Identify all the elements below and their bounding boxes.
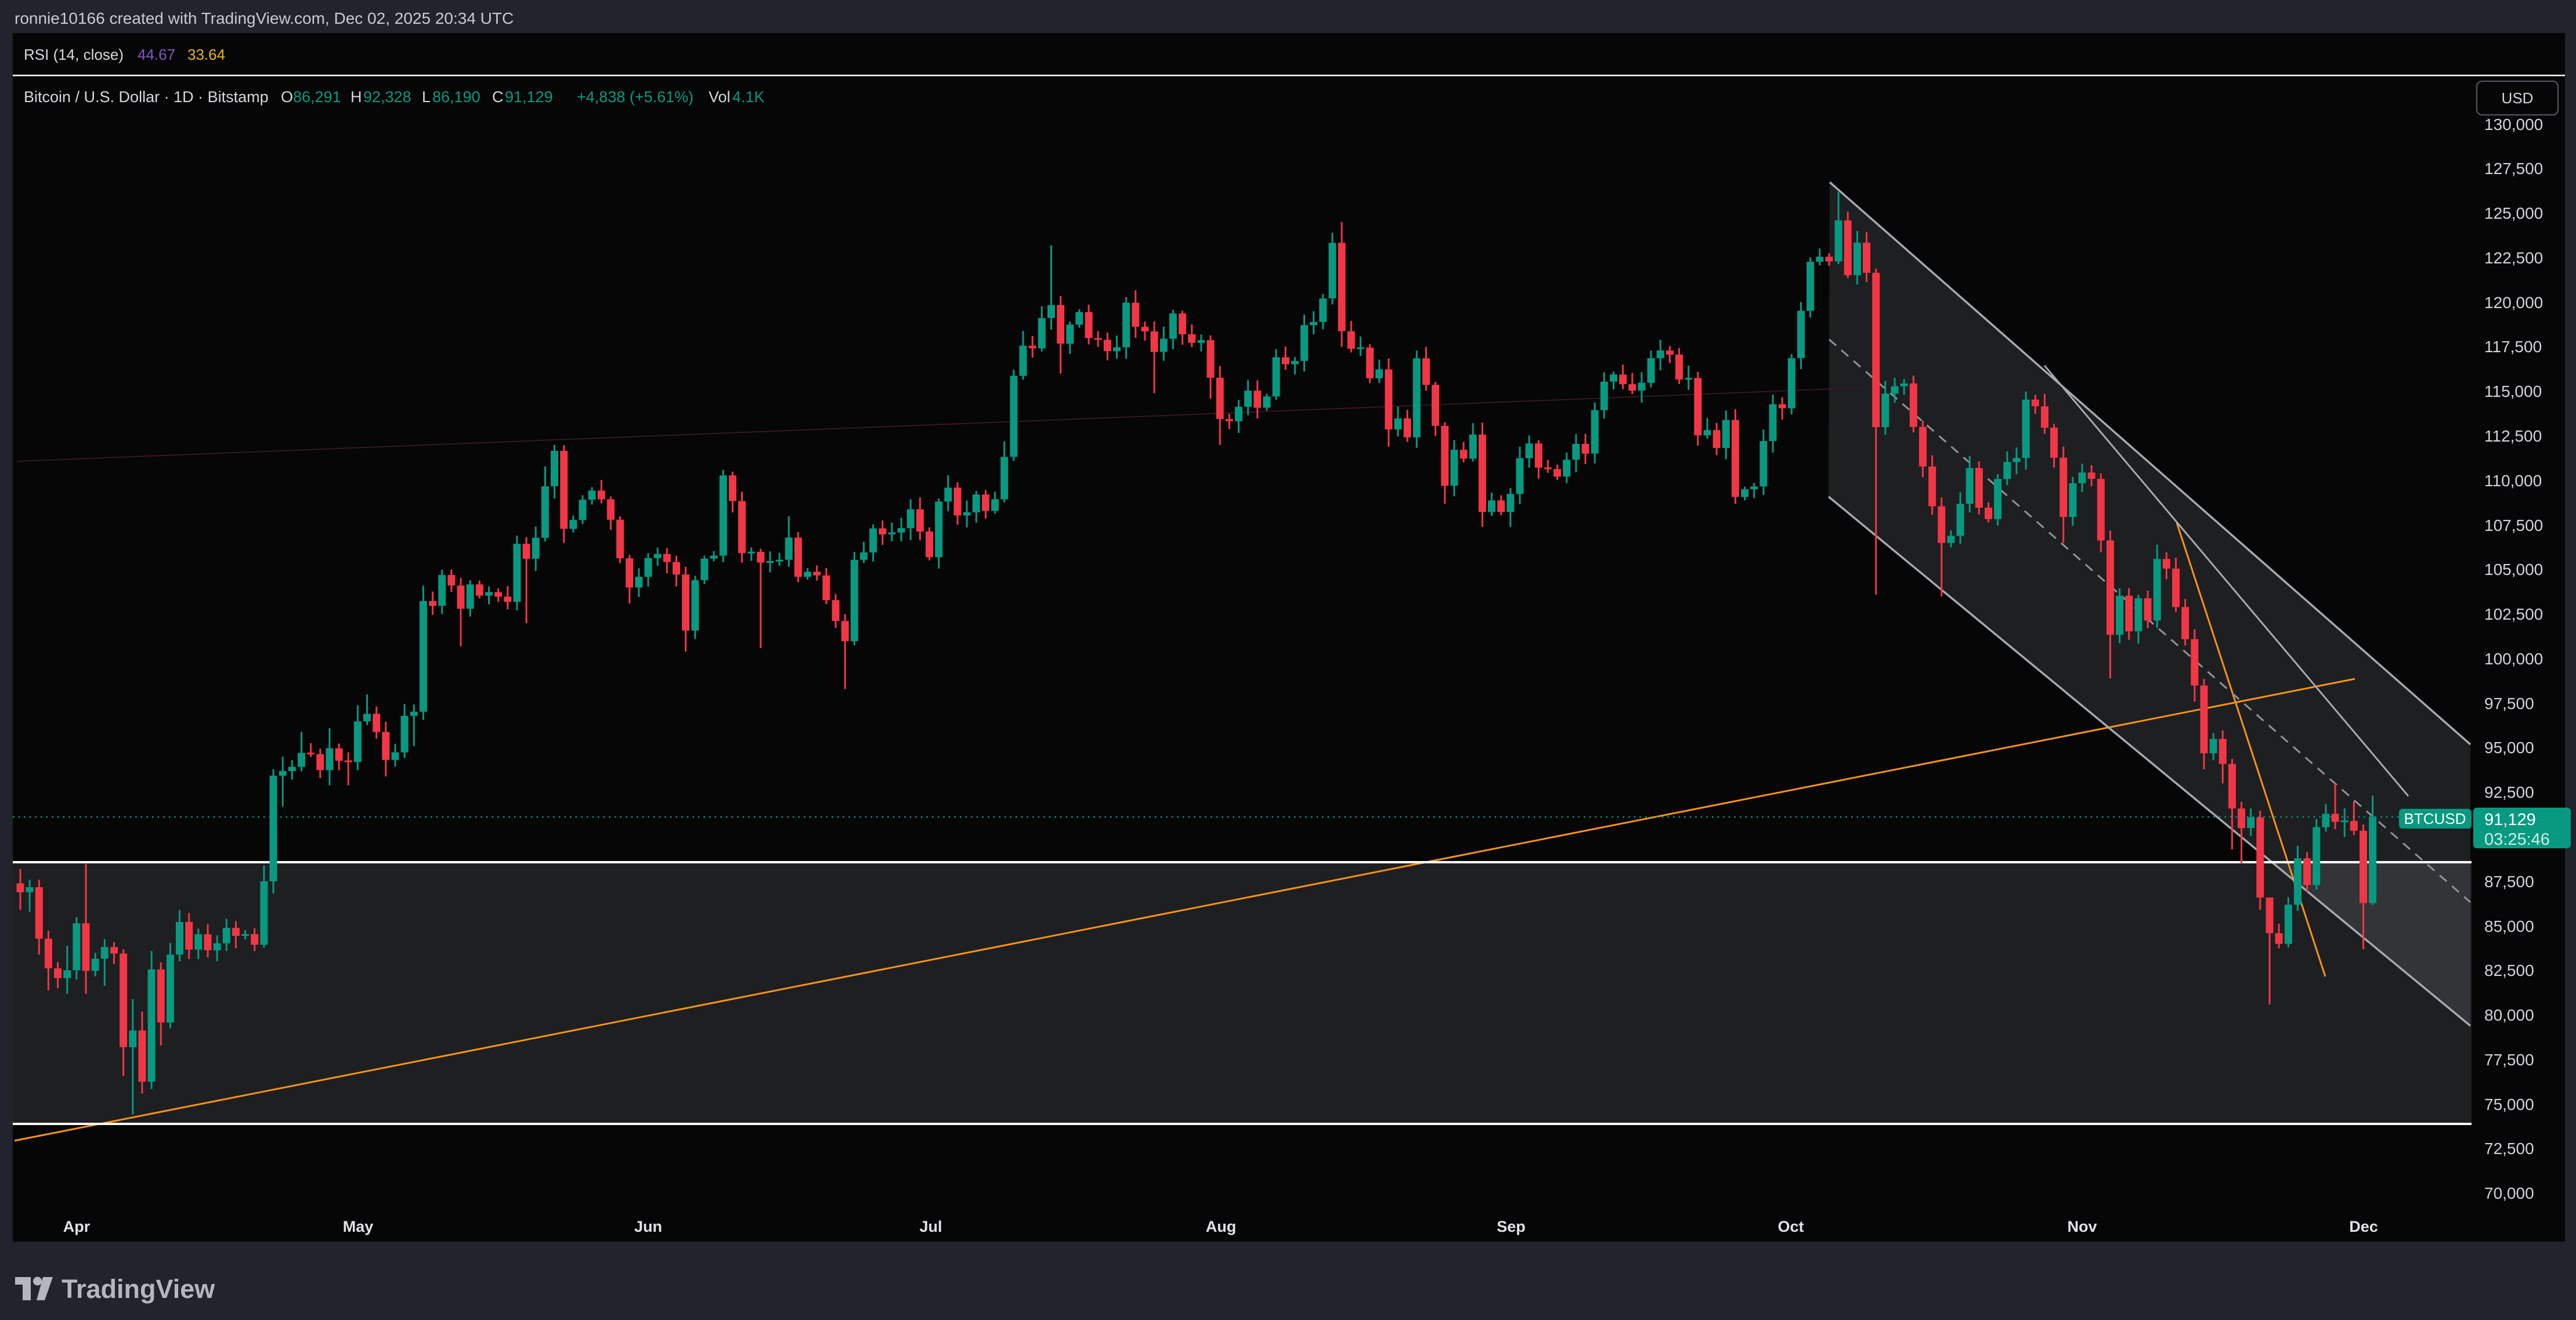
svg-text:03:25:46: 03:25:46 [2484, 830, 2550, 849]
svg-text:TradingView: TradingView [62, 1274, 215, 1304]
svg-text:112,500: 112,500 [2484, 427, 2542, 445]
svg-text:130,000: 130,000 [2484, 115, 2543, 133]
svg-text:Dec: Dec [2349, 1218, 2378, 1235]
svg-text:85,000: 85,000 [2484, 917, 2534, 935]
svg-text:117,500: 117,500 [2484, 338, 2542, 356]
svg-text:122,500: 122,500 [2484, 249, 2543, 267]
svg-text:95,000: 95,000 [2484, 739, 2534, 757]
svg-text:97,500: 97,500 [2484, 695, 2534, 713]
svg-text:72,500: 72,500 [2484, 1140, 2534, 1158]
svg-text:Aug: Aug [1206, 1218, 1236, 1235]
svg-text:92,500: 92,500 [2484, 783, 2534, 801]
svg-text:70,000: 70,000 [2484, 1184, 2534, 1202]
svg-text:Sep: Sep [1497, 1218, 1526, 1235]
svg-text:120,000: 120,000 [2484, 294, 2543, 312]
svg-text:102,500: 102,500 [2484, 605, 2543, 623]
svg-text:100,000: 100,000 [2484, 650, 2543, 668]
svg-text:82,500: 82,500 [2484, 961, 2534, 979]
svg-text:Apr: Apr [63, 1218, 91, 1235]
svg-text:BTCUSD: BTCUSD [2404, 810, 2466, 827]
svg-text:75,000: 75,000 [2484, 1095, 2534, 1113]
svg-text:Jun: Jun [634, 1218, 662, 1235]
svg-text:107,500: 107,500 [2484, 516, 2543, 534]
svg-text:USD: USD [2502, 89, 2534, 107]
svg-text:125,000: 125,000 [2484, 204, 2543, 222]
svg-text:ronnie10166 created with Tradi: ronnie10166 created with TradingView.com… [15, 9, 514, 27]
svg-text:105,000: 105,000 [2484, 560, 2543, 578]
svg-text:May: May [343, 1218, 374, 1235]
svg-text:110,000: 110,000 [2484, 472, 2542, 490]
svg-text:Jul: Jul [919, 1218, 942, 1235]
svg-text:127,500: 127,500 [2484, 160, 2543, 178]
svg-text:Bitcoin / U.S. Dollar · 1D · B: Bitcoin / U.S. Dollar · 1D · Bitstamp O86… [24, 88, 765, 106]
svg-text:115,000: 115,000 [2484, 382, 2542, 400]
svg-text:87,500: 87,500 [2484, 873, 2534, 891]
svg-text:91,129: 91,129 [2484, 811, 2536, 829]
svg-text:77,500: 77,500 [2484, 1051, 2534, 1069]
svg-text:Oct: Oct [1777, 1218, 1804, 1235]
svg-text:80,000: 80,000 [2484, 1006, 2534, 1024]
svg-text:Nov: Nov [2067, 1218, 2097, 1235]
